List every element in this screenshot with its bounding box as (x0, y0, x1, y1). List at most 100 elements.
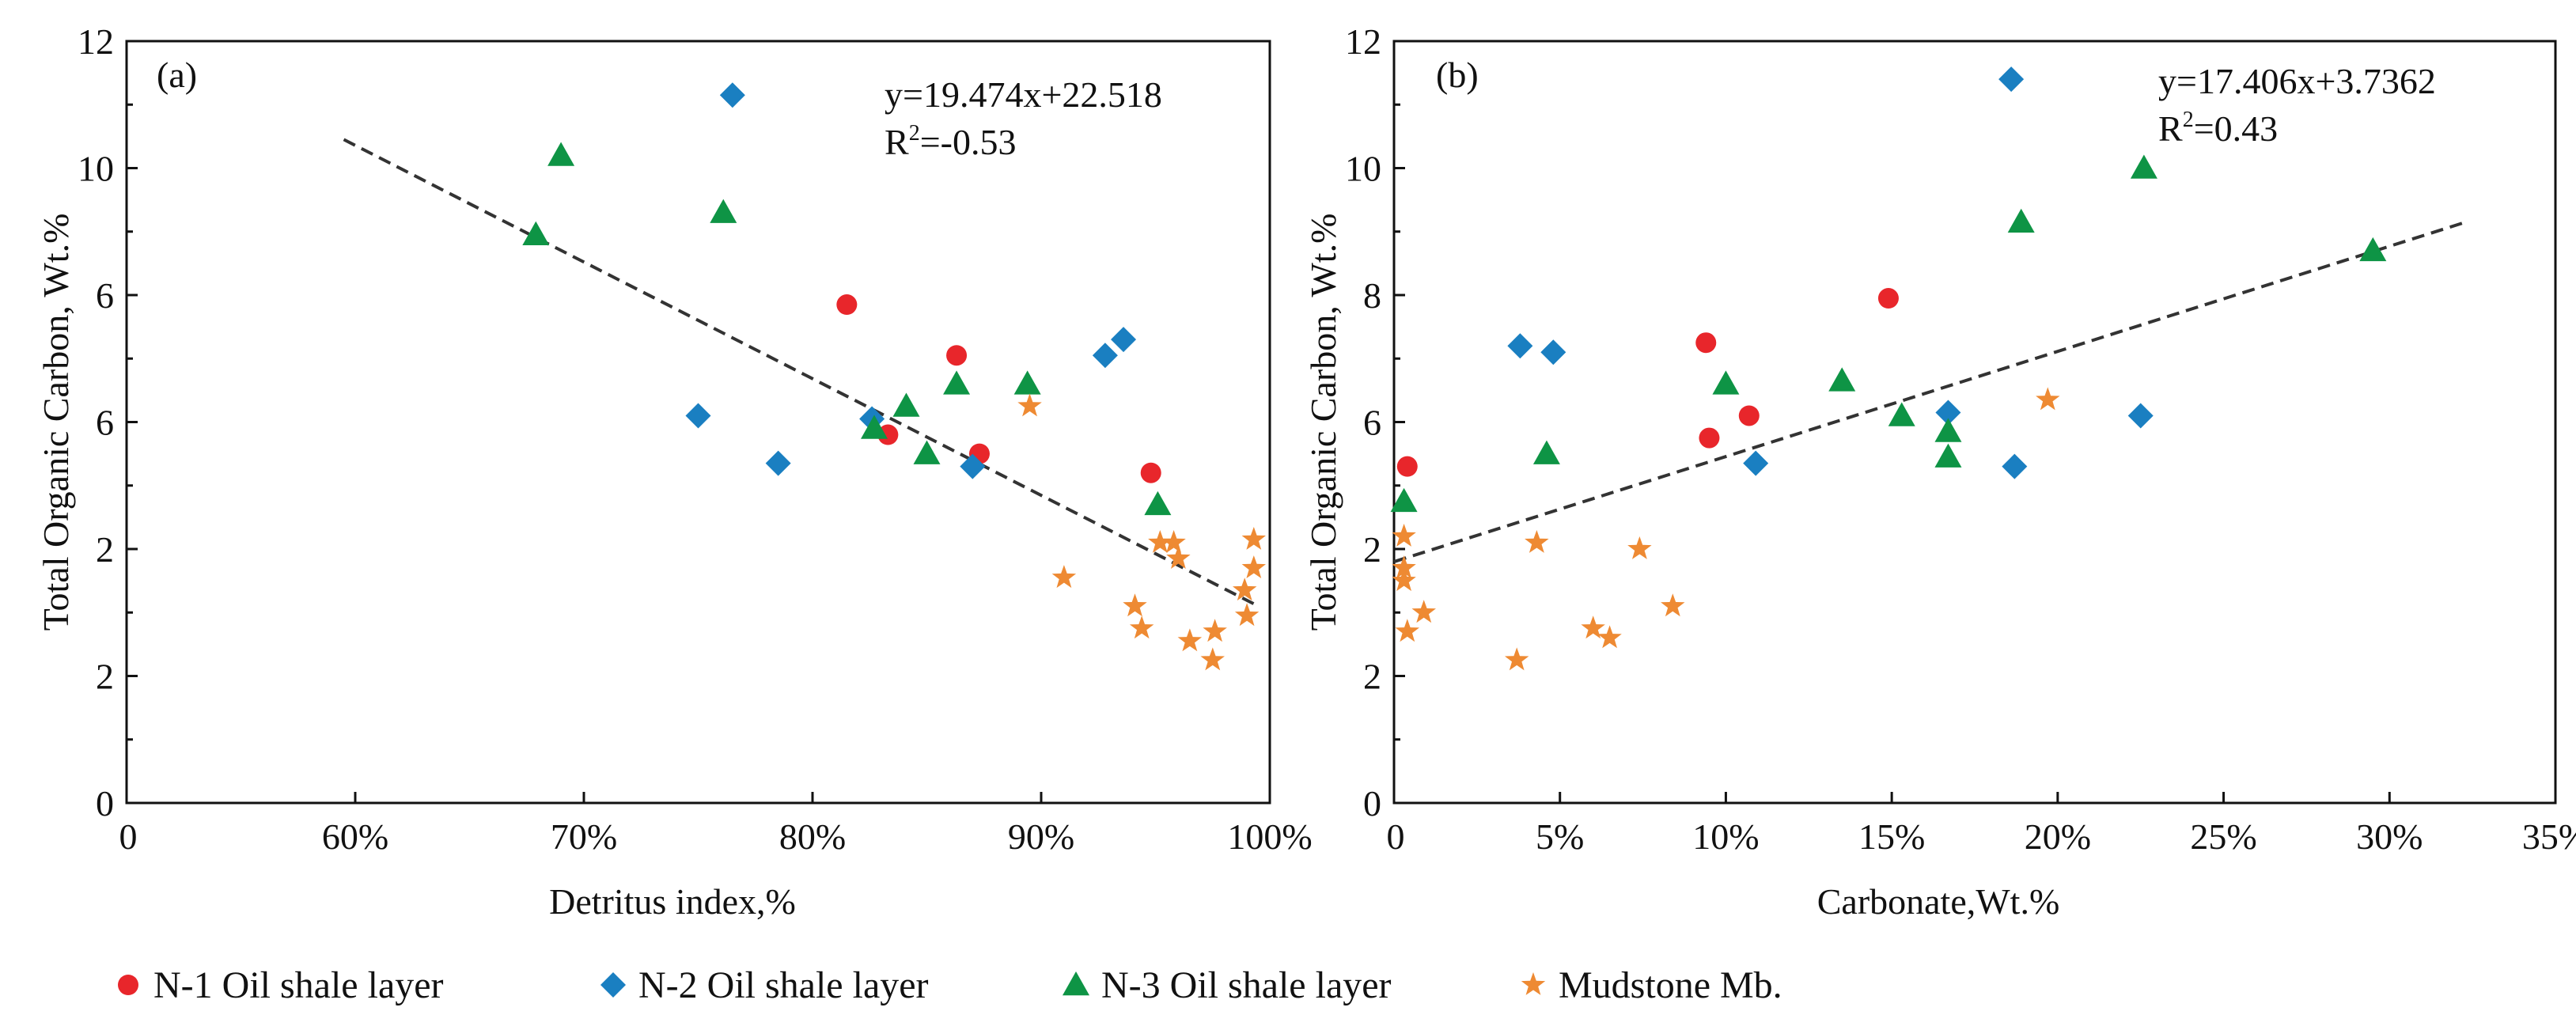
x-tick-label: 5% (1536, 816, 1584, 857)
x-tick-label: 15% (1858, 816, 1925, 857)
data-point-n3 (522, 221, 550, 246)
regression-equation: y=19.474x+22.518 (885, 74, 1162, 115)
data-point-mud (1177, 628, 1203, 652)
data-point-n1 (1738, 405, 1760, 426)
x-tick-label: 80% (779, 816, 846, 857)
r-squared-label: R2=0.43 (2158, 108, 2278, 149)
data-point-n2 (765, 450, 791, 476)
data-point-n3 (1934, 418, 1962, 442)
data-point-mud (1166, 546, 1191, 569)
data-point-mud (1392, 524, 1416, 547)
data-point-n3 (892, 392, 920, 417)
data-point-n3 (2130, 154, 2157, 179)
data-point-n3 (710, 199, 737, 223)
data-point-n3 (2359, 237, 2387, 262)
series-mud (1017, 393, 1266, 671)
data-point-n3 (1828, 367, 1856, 392)
panel-b-chart: 0 5% 10% 15% 20% 25% 30% 35% 0 2 2 6 8 10 12 Carbonate,… (1303, 21, 2576, 922)
data-point-n3 (913, 440, 941, 464)
legend-label: N-1 Oil shale layer (153, 964, 444, 1006)
data-point-n3 (1712, 370, 1740, 395)
series-n3 (1390, 154, 2387, 513)
r-squared-value: =-0.53 (920, 122, 1017, 162)
y-tick-label: 2 (1363, 529, 1381, 570)
series-n1 (836, 294, 1161, 483)
y-tick-label: 0 (1363, 783, 1381, 824)
x-tick-label: 10% (1692, 816, 1759, 857)
y-axis-title: Total Organic Carbon, Wt.% (36, 214, 76, 631)
data-point-mud (1241, 527, 1266, 550)
data-point-n1 (946, 345, 968, 366)
data-point-mud (1017, 393, 1042, 417)
y-tick-label: 0 (96, 783, 114, 824)
y-tick-label: 2 (96, 529, 114, 570)
data-point-mud (1627, 536, 1652, 559)
data-point-mud (1411, 600, 1436, 623)
series-n2 (1507, 66, 2154, 479)
data-point-n2 (1743, 450, 1769, 476)
r-squared-value: =0.43 (2194, 108, 2278, 149)
data-point-n2 (960, 453, 986, 479)
data-point-n1 (1877, 288, 1899, 309)
y-tick-label: 6 (96, 275, 114, 316)
data-point-mud (1234, 603, 1260, 627)
legend-marker-n1 (118, 975, 138, 995)
y-tick-label: 10 (78, 149, 114, 189)
x-tick-label: 30% (2356, 816, 2423, 857)
data-point-n2 (1111, 327, 1137, 353)
data-point-n2 (2127, 403, 2154, 429)
data-point-mud (1123, 593, 1147, 617)
data-point-n3 (1013, 370, 1041, 395)
data-point-mud (1200, 647, 1225, 671)
legend-marker-mud (1521, 972, 1546, 995)
data-point-n3 (1144, 490, 1172, 516)
data-point-mud (1241, 555, 1266, 578)
panel-label: (b) (1436, 55, 1479, 95)
y-tick-label: 12 (1345, 21, 1381, 62)
data-point-n1 (1699, 427, 1720, 449)
data-point-n3 (547, 142, 575, 166)
data-point-n2 (1092, 343, 1118, 369)
data-point-mud (1392, 568, 1416, 592)
data-point-mud (1597, 625, 1622, 649)
data-point-n3 (1888, 402, 1915, 426)
x-tick-label: 20% (2025, 816, 2091, 857)
data-point-n1 (1396, 456, 1418, 477)
x-tick-label: 70% (551, 816, 617, 857)
y-tick-label: 6 (96, 403, 114, 443)
x-tick-label: 0 (119, 816, 138, 857)
trend-line (1393, 220, 2467, 563)
legend-label: Mudstone Mb. (1559, 964, 1782, 1006)
plot-frame (1392, 40, 2557, 805)
trend-line (343, 138, 1260, 608)
y-tick-label: 12 (78, 21, 114, 62)
data-point-mud (2036, 387, 2060, 411)
r-squared-label: R2=-0.53 (885, 121, 1016, 162)
y-tick-label: 8 (1363, 275, 1381, 316)
y-tick-label: 6 (1363, 403, 1381, 443)
data-point-mud (1505, 647, 1529, 671)
data-point-n2 (1998, 66, 2025, 93)
data-point-n3 (1532, 440, 1560, 464)
panel-label: (a) (157, 55, 197, 95)
data-point-n1 (836, 294, 858, 316)
legend-marker-n2 (600, 972, 626, 998)
data-point-n3 (943, 370, 971, 395)
x-tick-label: 0 (1387, 816, 1405, 857)
x-tick-label: 90% (1008, 816, 1074, 857)
r-squared-symbol: R (885, 122, 909, 162)
r-squared-symbol: R (2158, 108, 2183, 149)
legend-label: N-3 Oil shale layer (1101, 964, 1392, 1006)
x-tick-label: 25% (2190, 816, 2256, 857)
data-point-n2 (1935, 400, 1961, 426)
x-tick-label: 35% (2522, 816, 2576, 857)
data-point-mud (1661, 593, 1685, 617)
x-tick-label: 60% (322, 816, 388, 857)
data-point-mud (1051, 565, 1077, 589)
panel-a-chart: 0 60% 70% 80% 90% 100% 0 2 2 6 6 10 12 Detritus index… (36, 21, 1313, 922)
y-tick-label: 2 (96, 657, 114, 697)
legend: N-1 Oil shale layer N-2 Oil shale layer N-… (118, 964, 1782, 1006)
legend-marker-n3 (1063, 971, 1089, 996)
data-point-mud (1525, 530, 1549, 553)
